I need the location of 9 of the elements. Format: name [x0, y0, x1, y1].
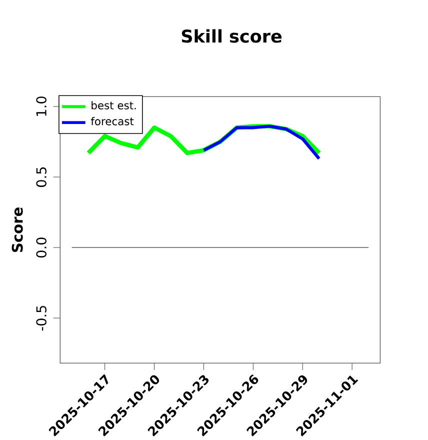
legend-label: forecast: [90, 117, 134, 126]
y-tick-label: -0.5: [36, 306, 46, 331]
y-tick-label: 1.0: [36, 96, 46, 116]
chart-title: Skill score: [182, 29, 282, 43]
y-axis-title: Score: [12, 207, 23, 252]
legend-label: best est.: [92, 101, 136, 110]
line-series: [202, 124, 321, 160]
y-tick-label: 0.0: [36, 238, 46, 258]
y-tick-label: 0.5: [36, 167, 46, 187]
